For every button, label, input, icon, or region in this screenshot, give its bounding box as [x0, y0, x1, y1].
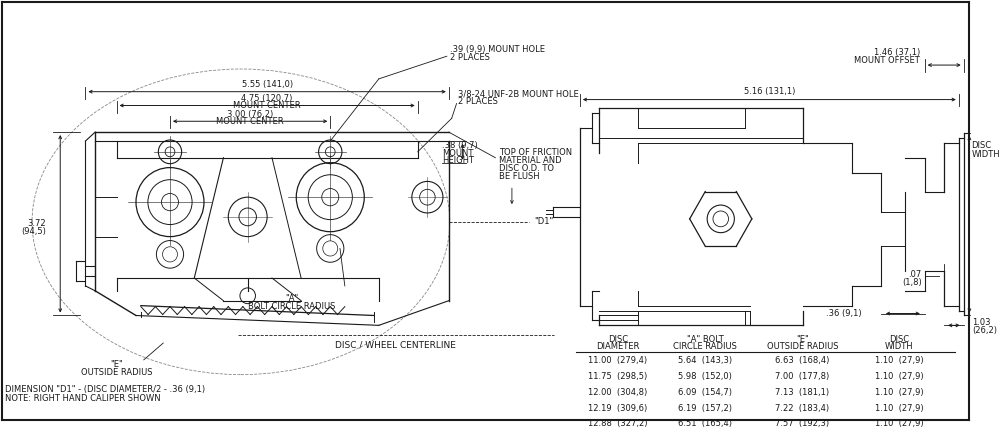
Text: DISC: DISC	[608, 335, 628, 344]
Text: 2 PLACES: 2 PLACES	[450, 53, 490, 62]
Text: 6.51  (165,4): 6.51 (165,4)	[678, 419, 732, 428]
Text: .38 (9,7): .38 (9,7)	[442, 141, 478, 150]
Text: 1.03: 1.03	[972, 318, 991, 327]
Text: DIMENSION "D1" - (DISC DIAMETER/2 - .36 (9,1): DIMENSION "D1" - (DISC DIAMETER/2 - .36 …	[5, 385, 205, 394]
Text: 5.98  (152,0): 5.98 (152,0)	[678, 372, 732, 381]
Text: WIDTH: WIDTH	[885, 342, 914, 351]
Text: 7.13  (181,1): 7.13 (181,1)	[775, 388, 829, 397]
Text: CIRCLE RADIUS: CIRCLE RADIUS	[673, 342, 737, 351]
Text: MOUNT OFFSET: MOUNT OFFSET	[854, 56, 920, 65]
Text: 3.72: 3.72	[27, 219, 46, 228]
Text: 6.09  (154,7): 6.09 (154,7)	[678, 388, 732, 397]
Text: "D1": "D1"	[534, 217, 554, 226]
Text: 11.00  (279,4): 11.00 (279,4)	[588, 357, 647, 366]
Text: BE FLUSH: BE FLUSH	[499, 172, 540, 181]
Text: 5.55 (141,0): 5.55 (141,0)	[242, 80, 293, 89]
Text: "E": "E"	[110, 360, 123, 369]
Text: OUTSIDE RADIUS: OUTSIDE RADIUS	[767, 342, 838, 351]
Text: 1.10  (27,9): 1.10 (27,9)	[875, 357, 924, 366]
Text: 12.00  (304,8): 12.00 (304,8)	[588, 388, 647, 397]
Text: 5.16 (131,1): 5.16 (131,1)	[744, 87, 795, 96]
Text: (26,2): (26,2)	[972, 326, 997, 335]
Text: DISC O.D. TO: DISC O.D. TO	[499, 164, 554, 173]
Text: 7.22  (183,4): 7.22 (183,4)	[775, 404, 829, 413]
Text: 1.10  (27,9): 1.10 (27,9)	[875, 404, 924, 413]
Text: DISC / WHEEL CENTERLINE: DISC / WHEEL CENTERLINE	[335, 341, 456, 350]
Text: .36 (9,1): .36 (9,1)	[826, 309, 862, 318]
Text: "A": "A"	[285, 294, 298, 303]
Text: 1.10  (27,9): 1.10 (27,9)	[875, 372, 924, 381]
Text: MOUNT: MOUNT	[442, 149, 473, 158]
Text: 2 PLACES: 2 PLACES	[458, 97, 498, 106]
Text: 6.19  (157,2): 6.19 (157,2)	[678, 404, 732, 413]
Text: NOTE: RIGHT HAND CALIPER SHOWN: NOTE: RIGHT HAND CALIPER SHOWN	[5, 394, 160, 403]
Text: MOUNT CENTER: MOUNT CENTER	[233, 101, 301, 110]
Text: "A" BOLT: "A" BOLT	[687, 335, 724, 344]
Text: (94,5): (94,5)	[21, 227, 46, 236]
Text: TOP OF FRICTION: TOP OF FRICTION	[499, 149, 572, 158]
Text: DISC: DISC	[971, 141, 992, 150]
Text: 6.63  (168,4): 6.63 (168,4)	[775, 357, 830, 366]
Text: WIDTH: WIDTH	[971, 150, 1000, 159]
Text: 7.00  (177,8): 7.00 (177,8)	[775, 372, 829, 381]
Text: 4.75 (120,7): 4.75 (120,7)	[241, 94, 293, 103]
Text: (1,8): (1,8)	[902, 279, 922, 288]
Text: MOUNT CENTER: MOUNT CENTER	[216, 117, 283, 126]
Text: 1.10  (27,9): 1.10 (27,9)	[875, 388, 924, 397]
Text: .39 (9,9) MOUNT HOLE: .39 (9,9) MOUNT HOLE	[450, 45, 545, 54]
Text: 3/8-24 UNF-2B MOUNT HOLE: 3/8-24 UNF-2B MOUNT HOLE	[458, 89, 579, 98]
Text: OUTSIDE RADIUS: OUTSIDE RADIUS	[81, 368, 152, 377]
Text: 7.57  (192,3): 7.57 (192,3)	[775, 419, 829, 428]
Text: 12.88  (327,2): 12.88 (327,2)	[588, 419, 648, 428]
Text: 11.75  (298,5): 11.75 (298,5)	[588, 372, 647, 381]
Text: "E": "E"	[796, 335, 809, 344]
Text: DISC: DISC	[889, 335, 910, 344]
Text: 12.19  (309,6): 12.19 (309,6)	[588, 404, 647, 413]
Text: 5.64  (143,3): 5.64 (143,3)	[678, 357, 732, 366]
Text: MATERIAL AND: MATERIAL AND	[499, 156, 562, 165]
Text: .07: .07	[909, 270, 922, 279]
Text: 1.46 (37,1): 1.46 (37,1)	[874, 48, 920, 57]
Text: HEIGHT: HEIGHT	[442, 156, 474, 165]
Text: 1.10  (27,9): 1.10 (27,9)	[875, 419, 924, 428]
Text: 3.00 (76,2): 3.00 (76,2)	[227, 110, 273, 119]
Text: DIAMETER: DIAMETER	[596, 342, 639, 351]
Text: BOLT CIRCLE RADIUS: BOLT CIRCLE RADIUS	[248, 302, 335, 311]
